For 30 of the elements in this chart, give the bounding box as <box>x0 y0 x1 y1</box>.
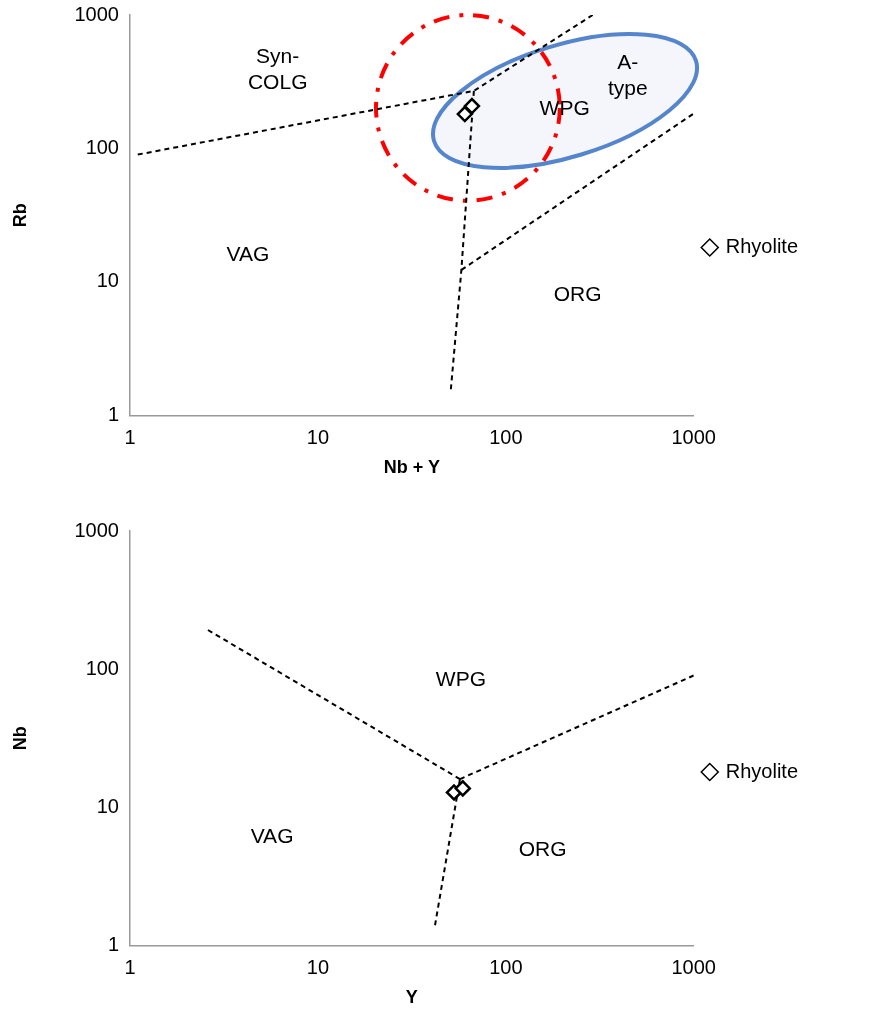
x-tick-label: 100 <box>489 955 523 978</box>
y-tick-label: 100 <box>85 656 119 679</box>
y-tick-label: 100 <box>85 135 119 158</box>
y-tick-label: 1000 <box>74 518 119 541</box>
annotation: VAG <box>250 824 294 848</box>
x-tick-label: 1 <box>124 425 136 448</box>
y-tick-label: 10 <box>96 794 119 817</box>
x-tick-label: 10 <box>306 425 330 448</box>
y-axis-title: Nb <box>9 726 30 751</box>
annotation: WPG <box>539 95 590 119</box>
y-tick-label: 1 <box>107 932 119 955</box>
annotation: VAG <box>226 242 270 266</box>
y-tick-label: 1000 <box>74 2 119 25</box>
y-axis-title: Rb <box>9 203 30 228</box>
annotation: ORG <box>553 282 602 306</box>
x-tick-label: 100 <box>489 425 523 448</box>
x-tick-label: 1000 <box>671 955 716 978</box>
x-tick-label: 1000 <box>671 425 716 448</box>
x-axis-title: Y <box>405 987 418 1008</box>
x-tick-label: 1 <box>124 955 136 978</box>
x-tick-label: 10 <box>306 955 330 978</box>
legend-label: Rhyolite <box>725 235 799 258</box>
annotation: A-type <box>607 49 648 99</box>
legend-label: Rhyolite <box>725 759 799 782</box>
x-axis-title: Nb + Y <box>383 457 440 478</box>
annotation: Syn-COLG <box>247 44 308 94</box>
y-tick-label: 10 <box>96 269 119 292</box>
annotation: ORG <box>518 837 567 861</box>
y-tick-label: 1 <box>107 402 119 425</box>
annotation: WPG <box>435 666 486 690</box>
